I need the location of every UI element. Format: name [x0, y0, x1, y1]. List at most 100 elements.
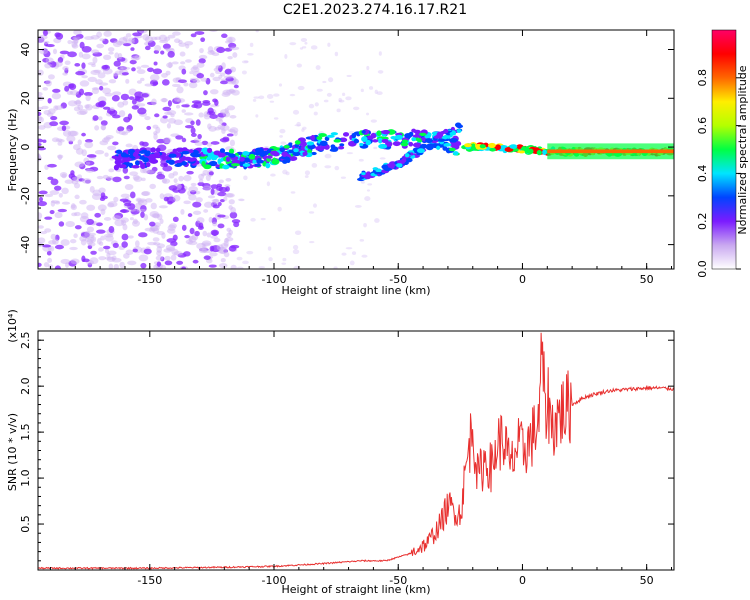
noise-speckle — [104, 152, 109, 157]
snr-y-axis-label: SNR (10 * v/v) — [6, 413, 19, 491]
noise-speckle — [112, 141, 119, 146]
trace-mark — [206, 147, 213, 153]
trace-mark — [207, 152, 214, 159]
noise-speckle — [364, 196, 371, 202]
noise-speckle — [225, 186, 230, 192]
noise-speckle — [221, 33, 228, 39]
trace-mark — [326, 134, 335, 138]
trace-mark — [242, 157, 252, 163]
noise-speckle — [366, 112, 370, 116]
noise-speckle — [112, 40, 122, 48]
noise-speckle — [173, 251, 183, 256]
noise-speckle — [149, 74, 160, 82]
noise-speckle — [112, 114, 121, 119]
noise-speckle — [162, 165, 173, 172]
noise-speckle — [289, 42, 297, 46]
noise-speckle — [99, 100, 107, 107]
trace-mark — [377, 137, 383, 144]
noise-speckle — [190, 120, 195, 126]
noise-speckle — [181, 68, 187, 75]
noise-speckle — [97, 204, 107, 212]
noise-speckle — [232, 52, 238, 58]
trace-mark — [513, 148, 519, 152]
noise-speckle — [203, 255, 211, 260]
noise-speckle — [203, 209, 209, 213]
noise-speckle — [131, 98, 137, 105]
noise-speckle — [345, 96, 352, 101]
noise-speckle — [69, 246, 78, 251]
noise-speckle — [229, 127, 239, 134]
trace-mark — [471, 143, 476, 149]
snr-panel: -150 -100 -50 0 50 0.5 1.0 1.5 2.0 2.5 Height of … — [6, 309, 675, 596]
noise-speckle — [279, 135, 283, 138]
noise-speckle — [58, 221, 65, 227]
noise-speckle — [98, 116, 103, 121]
noise-speckle — [86, 218, 95, 225]
noise-speckle — [38, 190, 48, 195]
trace-mark — [155, 147, 161, 153]
noise-speckle — [141, 93, 149, 98]
noise-speckle — [226, 193, 235, 198]
noise-speckle — [172, 31, 181, 36]
noise-speckle — [209, 252, 218, 257]
noise-speckle — [80, 212, 89, 219]
noise-speckle — [212, 98, 218, 103]
noise-speckle — [206, 142, 213, 147]
noise-speckle — [64, 85, 70, 92]
noise-speckle — [228, 205, 233, 210]
noise-speckle — [57, 208, 67, 213]
branch-mark — [443, 134, 452, 138]
trace-mark — [228, 153, 236, 158]
noise-speckle — [158, 205, 168, 209]
noise-speckle — [74, 62, 81, 67]
noise-speckle — [144, 45, 151, 51]
noise-speckle — [190, 33, 197, 38]
noise-speckle — [269, 100, 275, 103]
noise-speckle — [38, 142, 42, 147]
noise-speckle — [367, 183, 373, 186]
noise-speckle — [328, 77, 334, 83]
trace-mark — [228, 148, 235, 154]
trace-mark — [122, 157, 131, 163]
trace-mark — [338, 137, 348, 143]
noise-speckle — [202, 185, 212, 191]
noise-speckle — [184, 235, 190, 239]
noise-speckle — [175, 135, 184, 140]
trace-mark — [489, 148, 497, 152]
noise-speckle — [54, 265, 61, 269]
noise-speckle — [67, 100, 78, 107]
noise-speckle — [230, 264, 237, 269]
noise-speckle — [74, 161, 85, 168]
noise-speckle — [285, 171, 290, 176]
noise-speckle — [59, 50, 70, 55]
noise-speckle — [107, 47, 115, 52]
trace-mark — [288, 142, 293, 146]
noise-speckle — [199, 47, 204, 54]
noise-speckle — [108, 79, 117, 84]
trace-mark — [161, 155, 168, 161]
noise-speckle — [253, 96, 260, 99]
trace-mark — [488, 142, 497, 149]
noise-speckle — [81, 46, 92, 53]
noise-speckle — [166, 228, 176, 234]
noise-speckle — [209, 245, 215, 252]
noise-speckle — [73, 30, 82, 36]
noise-speckle — [152, 81, 159, 86]
trace-mark — [495, 144, 501, 151]
trace-mark — [190, 152, 199, 158]
noise-speckle — [103, 136, 111, 141]
noise-speckle — [67, 51, 77, 58]
noise-speckle — [233, 221, 240, 228]
trace-mark — [292, 151, 301, 157]
noise-speckle — [156, 173, 166, 180]
trace-mark — [145, 162, 151, 168]
trace-mark — [262, 150, 269, 156]
noise-speckle — [224, 107, 229, 113]
trace-mark — [330, 132, 339, 136]
noise-speckle — [60, 258, 71, 265]
noise-speckle — [368, 86, 374, 90]
noise-speckle — [150, 202, 157, 210]
noise-speckle — [99, 241, 104, 246]
noise-speckle — [66, 135, 76, 143]
noise-speckle — [140, 64, 150, 68]
